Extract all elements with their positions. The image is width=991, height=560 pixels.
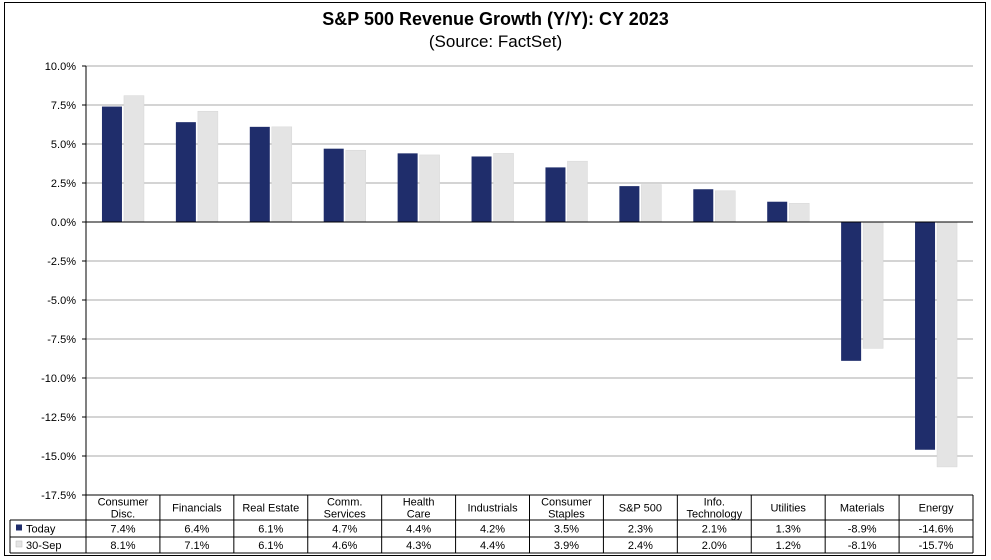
y-tick-label: -2.5%: [47, 256, 76, 268]
data-label: 6.4%: [184, 524, 209, 536]
bar-sep30: [493, 153, 514, 223]
bar-today: [693, 189, 714, 222]
bar-today: [545, 167, 566, 222]
category-label: Industrials: [467, 503, 518, 515]
bar-sep30: [419, 154, 440, 223]
data-label: 2.3%: [628, 524, 653, 536]
category-label: Materials: [840, 503, 885, 515]
chart-frame: [4, 2, 986, 556]
chart-title: S&P 500 Revenue Growth (Y/Y): CY 2023: [322, 9, 669, 29]
bar-sep30: [197, 110, 219, 223]
bar-sep30: [123, 95, 145, 223]
y-tick-label: 7.5%: [51, 100, 76, 112]
data-label: -14.6%: [919, 524, 954, 536]
y-tick-label: -15.0%: [41, 451, 76, 463]
bar-today: [175, 122, 196, 222]
y-tick-label: 2.5%: [51, 178, 76, 190]
bar-sep30: [271, 126, 293, 223]
bar-sep30: [567, 160, 588, 223]
y-tick-label: 10.0%: [45, 61, 76, 73]
data-label: 6.1%: [258, 524, 283, 536]
bar-today: [397, 153, 418, 222]
y-tick-label: 0.0%: [51, 217, 76, 229]
data-label: 4.3%: [406, 540, 431, 552]
bar-today: [841, 222, 862, 361]
y-tick-label: -5.0%: [47, 295, 76, 307]
data-label: 1.3%: [776, 524, 801, 536]
category-label: Consumer: [98, 497, 149, 509]
data-label: 2.4%: [628, 540, 653, 552]
bar-today: [471, 156, 492, 222]
grid-lines: [86, 65, 973, 496]
category-label: S&P 500: [619, 503, 662, 515]
legend-swatch: [16, 524, 22, 531]
y-tick-label: 5.0%: [51, 139, 76, 151]
bar-sep30: [715, 190, 736, 223]
bar-today: [619, 186, 640, 222]
bar-today: [767, 201, 788, 222]
bar-today: [915, 222, 936, 450]
data-label: 2.1%: [702, 524, 727, 536]
y-axis: 10.0% 7.5% 5.0% 2.5% 0.0% -2.5% -5.0% -7.5% -10.…: [41, 61, 87, 502]
data-label: 3.9%: [554, 540, 579, 552]
y-tick-label: -10.0%: [41, 373, 76, 385]
category-label: Technology: [686, 509, 742, 521]
category-label: Info.: [704, 497, 725, 509]
category-label: Utilities: [770, 503, 806, 515]
data-label: -8.9%: [848, 524, 877, 536]
data-label: 4.4%: [406, 524, 431, 536]
category-label: Consumer: [541, 497, 592, 509]
legend-swatch: [15, 540, 23, 548]
category-label: Services: [324, 509, 367, 521]
data-label: 7.4%: [110, 524, 135, 536]
bars: [86, 95, 973, 468]
data-label: 4.4%: [480, 540, 505, 552]
y-tick-label: -17.5%: [41, 490, 76, 502]
bar-today: [249, 126, 270, 222]
bar-today: [323, 148, 344, 222]
data-label: 7.1%: [184, 540, 209, 552]
category-label: Comm.: [327, 497, 362, 509]
data-label: -15.7%: [919, 540, 954, 552]
category-label: Energy: [919, 503, 954, 515]
data-label: 1.2%: [776, 540, 801, 552]
chart-subtitle: (Source: FactSet): [428, 32, 563, 51]
bar-sep30: [641, 184, 662, 223]
legend-label: 30-Sep: [26, 540, 61, 552]
data-label: 3.5%: [554, 524, 579, 536]
category-label: Real Estate: [242, 503, 299, 515]
category-label: Financials: [172, 503, 222, 515]
bar-today: [101, 106, 122, 222]
bar-sep30: [788, 203, 810, 223]
bar-sep30: [862, 221, 884, 349]
data-label: 6.1%: [258, 540, 283, 552]
data-label: -8.1%: [848, 540, 877, 552]
data-label: 4.7%: [332, 524, 357, 536]
y-tick-label: -12.5%: [41, 412, 76, 424]
bar-sep30: [936, 221, 958, 468]
data-label: 8.1%: [110, 540, 135, 552]
legend-label: Today: [26, 524, 56, 536]
category-label: Staples: [548, 509, 585, 521]
data-label: 2.0%: [702, 540, 727, 552]
data-label: 4.6%: [332, 540, 357, 552]
y-tick-label: -7.5%: [47, 334, 76, 346]
category-label: Health: [403, 497, 435, 509]
category-label: Care: [407, 509, 431, 521]
bar-sep30: [345, 149, 366, 223]
data-label: 4.2%: [480, 524, 505, 536]
category-label: Disc.: [111, 509, 135, 521]
